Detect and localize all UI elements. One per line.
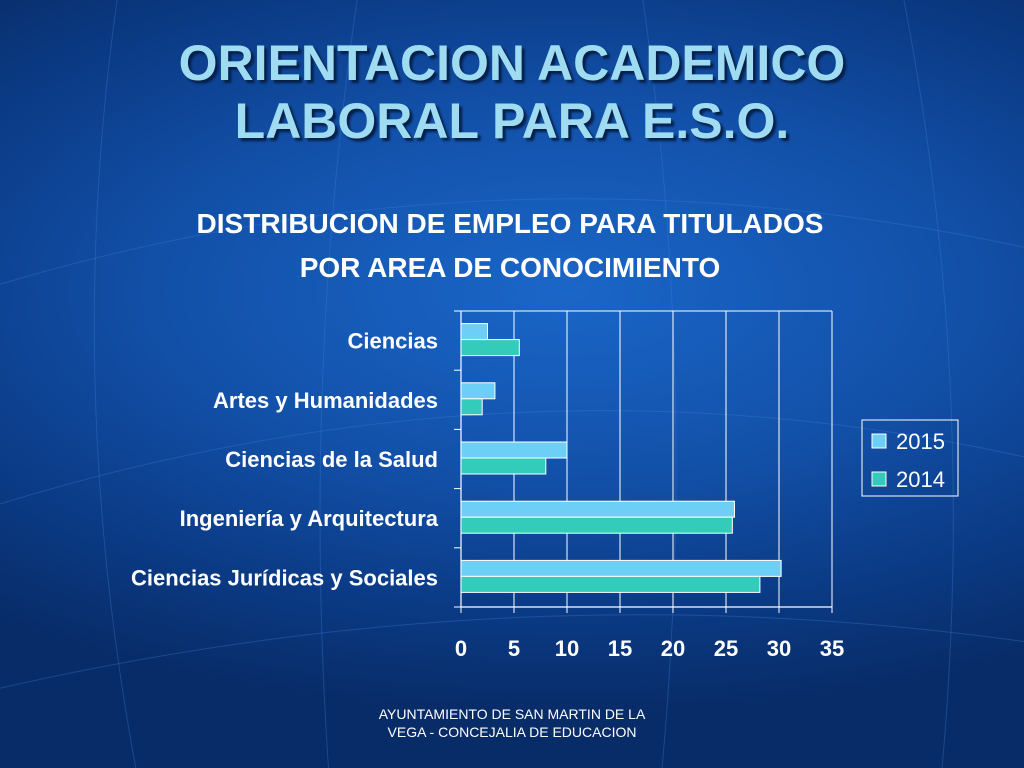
- x-tick-label: 10: [555, 636, 579, 661]
- slide-footer: AYUNTAMIENTO DE SAN MARTIN DE LA VEGA - …: [342, 705, 682, 741]
- x-tick-label: 0: [455, 636, 467, 661]
- category-label: Artes y Humanidades: [213, 388, 438, 413]
- legend-swatch-2014: [871, 471, 887, 487]
- category-label: Ciencias de la Salud: [225, 447, 438, 472]
- x-tick-label: 30: [767, 636, 791, 661]
- bar-2014: [460, 457, 547, 475]
- legend-label-2015: 2015: [896, 429, 945, 454]
- chart-title-line1: DISTRIBUCION DE EMPLEO PARA TITULADOS: [196, 208, 824, 239]
- legend-box: [861, 419, 959, 497]
- footer-line2: VEGA - CONCEJALIA DE EDUCACION: [387, 724, 637, 740]
- bar-2014: [460, 339, 520, 357]
- x-tick-label: 15: [608, 636, 632, 661]
- chart-title-line2: POR AREA DE CONOCIMIENTO: [299, 252, 721, 283]
- bar-2015: [460, 441, 568, 459]
- legend-swatch-2015: [871, 433, 887, 449]
- slide-title: ORIENTACION ACADEMICO LABORAL PARA E.S.O…: [0, 34, 1024, 150]
- bar-2014: [460, 575, 761, 593]
- category-label: Ciencias Jurídicas y Sociales: [131, 565, 438, 590]
- category-label: Ingeniería y Arquitectura: [180, 506, 439, 531]
- x-tick-label: 20: [661, 636, 685, 661]
- bar-2015: [460, 559, 782, 577]
- slide-title-line2: LABORAL PARA E.S.O.: [234, 93, 790, 149]
- chart-title: DISTRIBUCION DE EMPLEO PARA TITULADOS PO…: [150, 202, 870, 290]
- category-label: Ciencias: [348, 329, 439, 354]
- slide-title-line1: ORIENTACION ACADEMICO: [178, 35, 846, 91]
- x-tick-label: 35: [820, 636, 844, 661]
- bar-2014: [460, 516, 733, 534]
- bar-2015: [460, 323, 488, 341]
- x-tick-label: 25: [714, 636, 738, 661]
- bar-2015: [460, 382, 496, 400]
- footer-line1: AYUNTAMIENTO DE SAN MARTIN DE LA: [378, 706, 646, 722]
- legend-label-2014: 2014: [896, 467, 945, 492]
- bar-2015: [460, 500, 735, 518]
- x-tick-label: 5: [508, 636, 520, 661]
- bar-2014: [460, 398, 483, 416]
